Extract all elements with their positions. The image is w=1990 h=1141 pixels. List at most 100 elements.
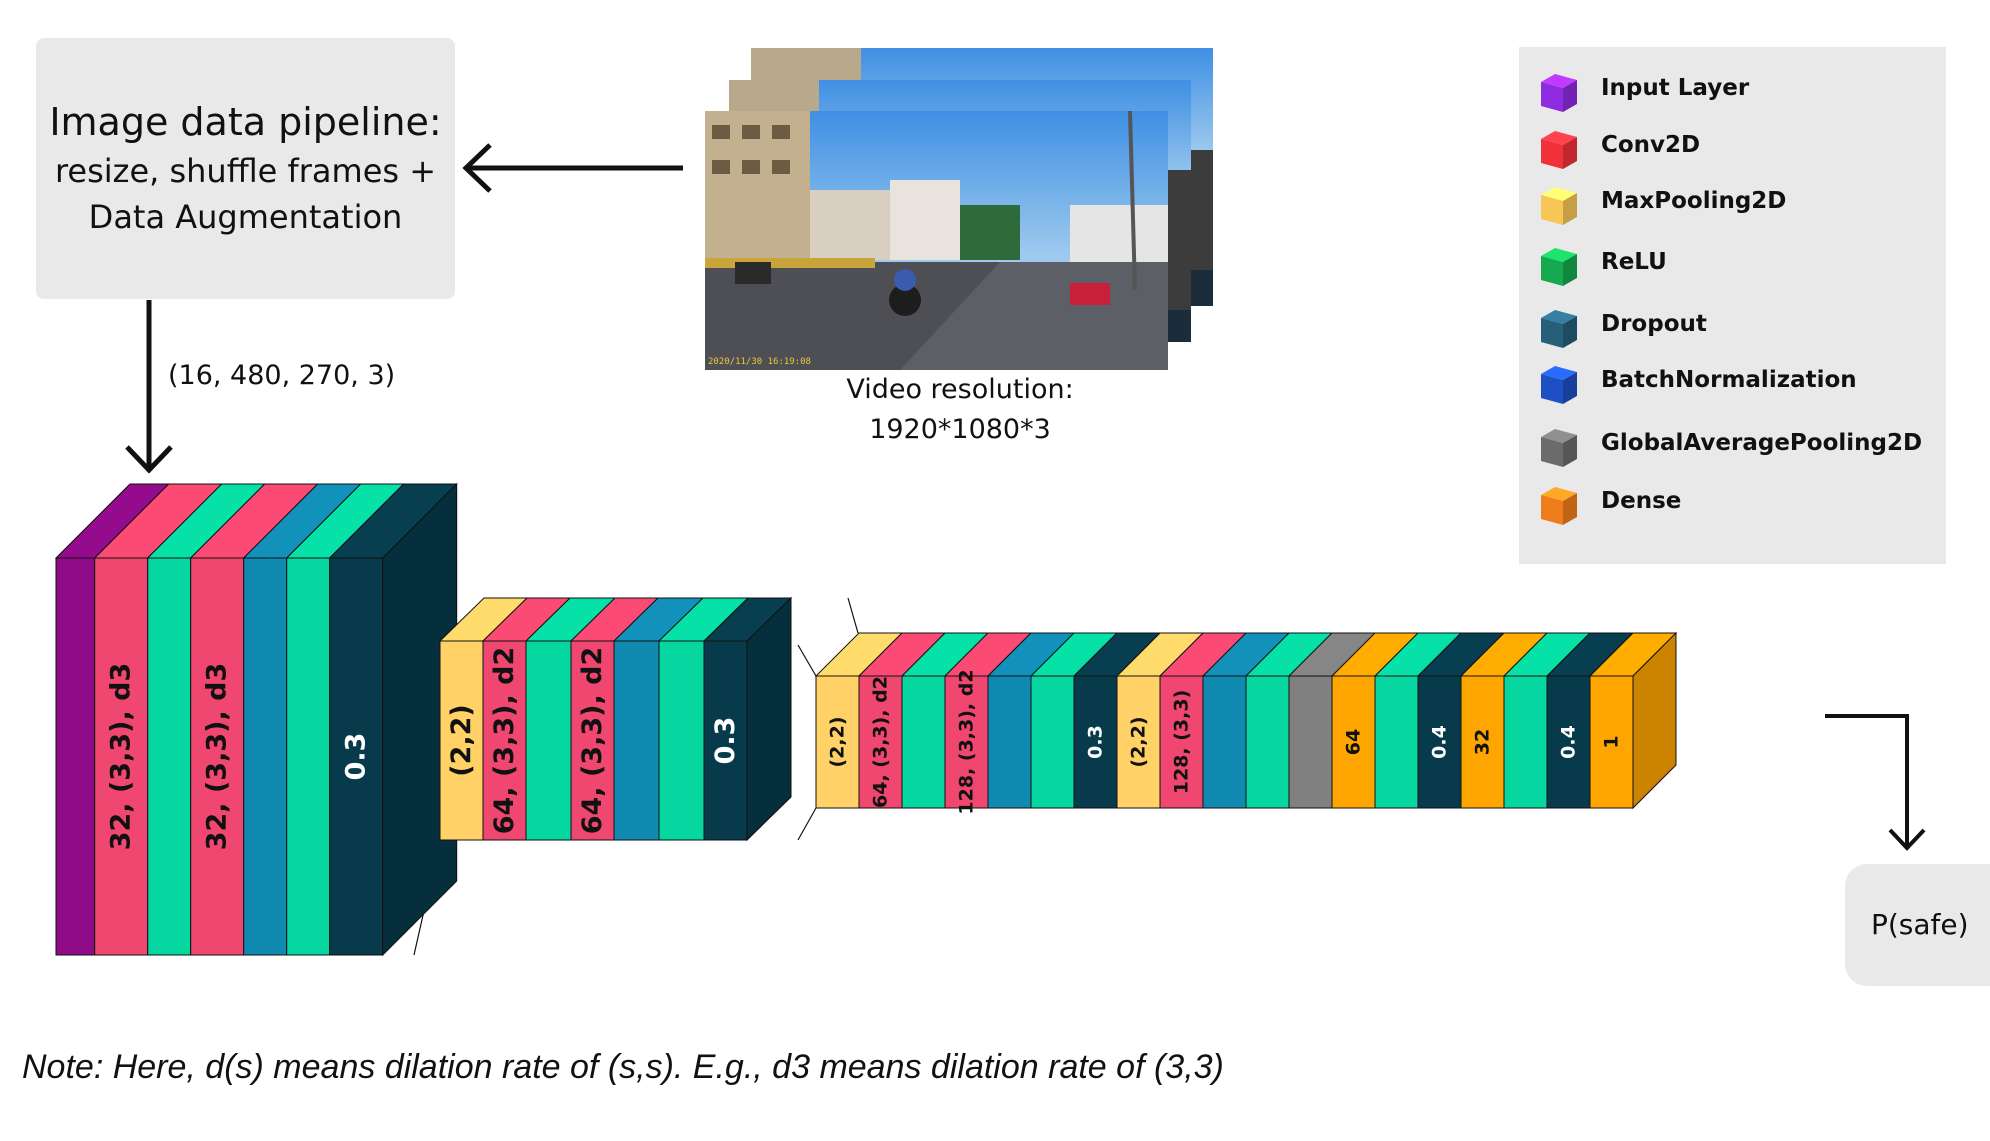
output-label: P(safe) [1871, 908, 1969, 941]
cube-icon [1541, 310, 1577, 348]
output-box: P(safe) [1845, 864, 1990, 986]
layer-dense [1331, 675, 1376, 809]
layer-relu [147, 557, 192, 956]
layer-label: 32, (3,3), d3 [202, 663, 233, 851]
layer-label: 1 [1601, 735, 1623, 748]
layer-relu [658, 640, 705, 841]
legend-label: GlobalAveragePooling2D [1601, 430, 1923, 456]
arrow-head-output [1888, 828, 1926, 851]
layer-bn [243, 557, 288, 956]
layer-dropout [1073, 675, 1118, 809]
video-resolution-title: Video resolution: [846, 374, 1074, 405]
pipeline-box: Image data pipeline: resize, shuffle fra… [36, 38, 455, 299]
layer-label: 64 [1343, 729, 1365, 755]
layer-dropout [703, 640, 748, 841]
pipeline-title: Image data pipeline: [49, 100, 442, 144]
legend-item: Dense [1519, 480, 1946, 530]
pipeline-augmentation-line: Data Augmentation [88, 198, 403, 236]
legend-label: MaxPooling2D [1601, 188, 1787, 214]
cube-icon [1541, 429, 1577, 467]
layer-bn [987, 675, 1032, 809]
layer-relu [1503, 675, 1548, 809]
layer-dense [1589, 675, 1634, 809]
layer-conv [570, 640, 615, 841]
layer-relu [1030, 675, 1075, 809]
layer-label: 0.3 [341, 733, 372, 781]
cube-icon [1541, 131, 1577, 169]
legend-item: Conv2D [1519, 124, 1946, 174]
conv-block-2: (2,2) 64, (3,3), d2 64, (3,3), d2 0.3 [438, 596, 793, 842]
legend-item: GlobalAveragePooling2D [1519, 422, 1946, 472]
layer-label: (2,2) [1128, 716, 1150, 767]
block-side-face [746, 596, 792, 842]
layer-label: 0.3 [1085, 725, 1107, 759]
layer-conv [190, 557, 245, 956]
input-shape-label: (16, 480, 270, 3) [168, 360, 396, 391]
layer-bn [613, 640, 660, 841]
note-text: Note: Here, d(s) means dilation rate of … [22, 1048, 1224, 1086]
layer-conv [1159, 675, 1204, 809]
cube-icon [1541, 487, 1577, 525]
layer-relu [901, 675, 946, 809]
layer-relu [1245, 675, 1290, 809]
block-side-face [1632, 631, 1677, 810]
layer-label: 128, (3,3), d2 [956, 669, 978, 814]
video-timestamp: 2020/11/30 16:19:08 [708, 357, 811, 367]
video-resolution-label: Video resolution: 1920*1080*3 [790, 370, 1130, 450]
arrow-head-left [462, 143, 492, 193]
layer-label: 64, (3,3), d2 [489, 647, 520, 835]
layer-gap [1288, 675, 1333, 809]
layer-relu [286, 557, 331, 956]
legend: Input Layer Conv2D MaxPooling2D ReLU Dropout… [1519, 47, 1946, 564]
layer-label: 0.3 [710, 717, 741, 765]
layer-relu [1374, 675, 1419, 809]
layer-pool [439, 640, 484, 841]
cube-icon [1541, 74, 1577, 112]
legend-item: Input Layer [1519, 67, 1946, 117]
video-frame-front: 2020/11/30 16:19:08 [705, 110, 1168, 370]
layer-label: 32, (3,3), d3 [106, 663, 137, 851]
layer-label: 128, (3,3) [1171, 690, 1193, 795]
layer-pool [815, 675, 860, 809]
pipeline-step-line: resize, shuffle frames + [54, 152, 437, 190]
layer-bn [1202, 675, 1247, 809]
legend-item: Dropout [1519, 303, 1946, 353]
layer-conv [858, 675, 903, 809]
legend-label: Dropout [1601, 311, 1707, 337]
legend-label: ReLU [1601, 249, 1667, 275]
layer-label: (2,2) [827, 716, 849, 767]
layer-label: 32 [1472, 729, 1494, 755]
legend-item: BatchNormalization [1519, 359, 1946, 409]
arrow-head-down [125, 445, 173, 474]
legend-item: ReLU [1519, 241, 1946, 291]
layer-label: 0.4 [1558, 725, 1580, 759]
layers-group: 32, (3,3), d3 32, (3,3), d3 0.3 (2,2) 64, (3… [54, 482, 1678, 957]
layer-label: 64, (3,3), d2 [577, 647, 608, 835]
legend-item: MaxPooling2D [1519, 180, 1946, 230]
layer-relu [525, 640, 572, 841]
legend-label: Dense [1601, 488, 1682, 514]
cube-icon [1541, 248, 1577, 286]
video-resolution-value: 1920*1080*3 [869, 414, 1051, 445]
legend-label: BatchNormalization [1601, 367, 1857, 393]
video-frames: 2020/11/30 16:19:08 [705, 48, 1213, 370]
cube-icon [1541, 366, 1577, 404]
layer-conv [944, 675, 989, 809]
layer-label: (2,2) [446, 704, 477, 777]
conv-block-1: 32, (3,3), d3 32, (3,3), d3 0.3 [54, 482, 458, 957]
layer-label: 0.4 [1429, 725, 1451, 759]
block-side-face [382, 482, 458, 957]
legend-label: Input Layer [1601, 75, 1750, 101]
legend-label: Conv2D [1601, 132, 1701, 158]
layer-dropout [1417, 675, 1462, 809]
layer-dropout [329, 557, 384, 956]
layer-conv [94, 557, 149, 956]
layer-conv [482, 640, 527, 841]
layer-input [55, 557, 96, 956]
cube-icon [1541, 187, 1577, 225]
layer-dropout [1546, 675, 1591, 809]
arrow-model-to-output [1825, 714, 1909, 848]
layer-label: 64, (3,3), d2 [870, 676, 892, 808]
layer-dense [1460, 675, 1505, 809]
